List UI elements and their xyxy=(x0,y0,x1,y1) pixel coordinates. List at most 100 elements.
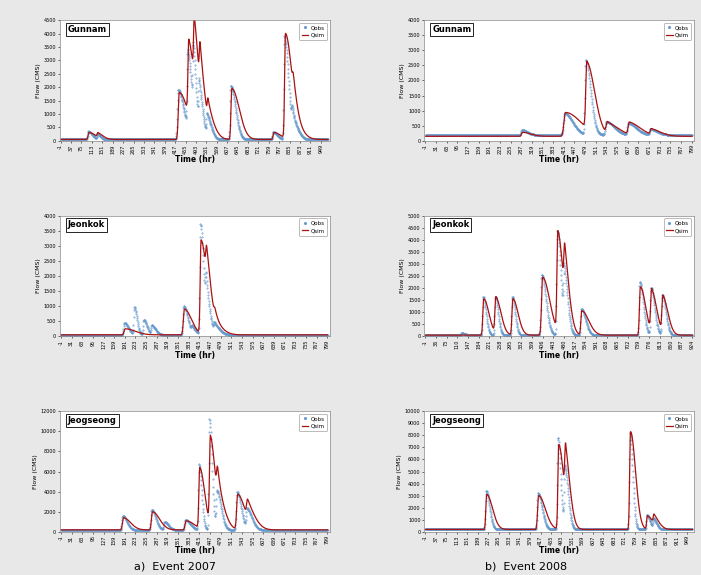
Qobs xyxy=(287,105,295,112)
Qobs xyxy=(96,331,104,338)
Qobs xyxy=(660,296,668,303)
Qsim xyxy=(583,58,591,65)
X-axis label: Time (hr): Time (hr) xyxy=(539,351,579,359)
Text: b)  Event 2008: b) Event 2008 xyxy=(484,561,567,571)
Qsim xyxy=(323,331,332,338)
Qobs xyxy=(688,332,697,339)
Qsim xyxy=(178,526,186,533)
Qsim xyxy=(57,331,65,338)
Qobs xyxy=(649,515,658,522)
Qsim xyxy=(458,133,466,140)
Qsim xyxy=(421,332,430,339)
Qsim xyxy=(287,64,295,71)
Qsim xyxy=(96,527,104,534)
Qobs xyxy=(503,526,511,533)
Qsim xyxy=(674,331,682,338)
X-axis label: Time (hr): Time (hr) xyxy=(539,155,579,164)
Qsim xyxy=(449,526,458,533)
Qsim xyxy=(249,135,257,142)
Text: Jeogseong: Jeogseong xyxy=(68,416,116,425)
Qobs xyxy=(178,526,186,533)
Text: Jeonkok: Jeonkok xyxy=(68,220,105,229)
Qobs xyxy=(553,228,562,235)
Qobs xyxy=(421,526,430,533)
Qsim xyxy=(461,133,469,140)
Qobs xyxy=(196,221,205,228)
Qsim xyxy=(323,527,332,534)
Qsim xyxy=(460,332,468,339)
Y-axis label: Flow (CMS): Flow (CMS) xyxy=(400,63,405,98)
Qobs xyxy=(205,416,214,423)
Qsim xyxy=(605,332,613,339)
Qobs xyxy=(249,136,257,143)
Qsim xyxy=(665,526,674,532)
Qsim xyxy=(110,136,118,143)
Qobs xyxy=(93,331,102,338)
Line: Qobs: Qobs xyxy=(425,60,693,135)
Qobs xyxy=(613,332,621,339)
Qobs xyxy=(264,136,273,143)
Qsim xyxy=(613,332,621,339)
X-axis label: Time (hr): Time (hr) xyxy=(539,546,579,555)
Qsim xyxy=(93,527,102,534)
Qobs xyxy=(461,131,469,138)
Qsim xyxy=(96,331,104,338)
Qobs xyxy=(324,136,332,143)
Line: Qsim: Qsim xyxy=(61,435,327,530)
Qobs xyxy=(321,331,329,338)
Qobs xyxy=(93,527,102,534)
Qsim xyxy=(294,107,302,114)
Qsim xyxy=(226,330,234,337)
Text: Jeonkok: Jeonkok xyxy=(432,220,470,229)
Qsim xyxy=(226,520,234,527)
Qsim xyxy=(321,527,329,534)
Qsim xyxy=(649,514,658,521)
Line: Qobs: Qobs xyxy=(425,231,693,336)
Qsim xyxy=(57,527,65,534)
X-axis label: Time (hr): Time (hr) xyxy=(175,351,215,359)
Qobs xyxy=(584,526,592,533)
Qsim xyxy=(688,133,696,140)
Qsim xyxy=(421,133,430,140)
Qsim xyxy=(197,236,205,243)
Qsim xyxy=(150,136,158,143)
Qsim xyxy=(128,327,136,334)
Line: Qsim: Qsim xyxy=(61,16,328,140)
Qobs xyxy=(323,331,332,338)
Qobs xyxy=(674,332,682,339)
Qsim xyxy=(178,328,186,335)
Y-axis label: Flow (CMS): Flow (CMS) xyxy=(36,259,41,293)
Qobs xyxy=(665,526,674,533)
Qsim xyxy=(128,520,136,527)
Qobs xyxy=(226,526,234,533)
Text: Gunnam: Gunnam xyxy=(432,25,471,34)
Y-axis label: Flow (CMS): Flow (CMS) xyxy=(36,63,41,98)
Line: Qobs: Qobs xyxy=(61,419,328,530)
X-axis label: Time (hr): Time (hr) xyxy=(175,155,215,164)
Qsim xyxy=(265,136,273,143)
Line: Qsim: Qsim xyxy=(426,432,693,530)
Qobs xyxy=(543,131,551,138)
Legend: Qobs, Qsim: Qobs, Qsim xyxy=(664,23,691,40)
Qsim xyxy=(590,87,599,94)
Legend: Qobs, Qsim: Qobs, Qsim xyxy=(299,414,327,431)
Qobs xyxy=(323,527,332,534)
Qsim xyxy=(491,133,500,140)
Qsim xyxy=(543,133,551,140)
Legend: Qobs, Qsim: Qobs, Qsim xyxy=(299,218,327,236)
Qobs xyxy=(280,33,289,40)
Line: Qsim: Qsim xyxy=(426,62,692,136)
Qsim xyxy=(206,432,215,439)
Qobs xyxy=(57,331,65,338)
Line: Qobs: Qobs xyxy=(60,36,329,140)
Qsim xyxy=(554,227,562,234)
Qsim xyxy=(641,524,649,531)
Y-axis label: Flow (CMS): Flow (CMS) xyxy=(397,454,402,489)
X-axis label: Time (hr): Time (hr) xyxy=(175,546,215,555)
Line: Qsim: Qsim xyxy=(426,231,693,335)
Qsim xyxy=(626,428,634,435)
Qsim xyxy=(686,133,694,140)
Qobs xyxy=(128,525,136,532)
Qsim xyxy=(584,526,592,533)
Qsim xyxy=(324,136,332,143)
